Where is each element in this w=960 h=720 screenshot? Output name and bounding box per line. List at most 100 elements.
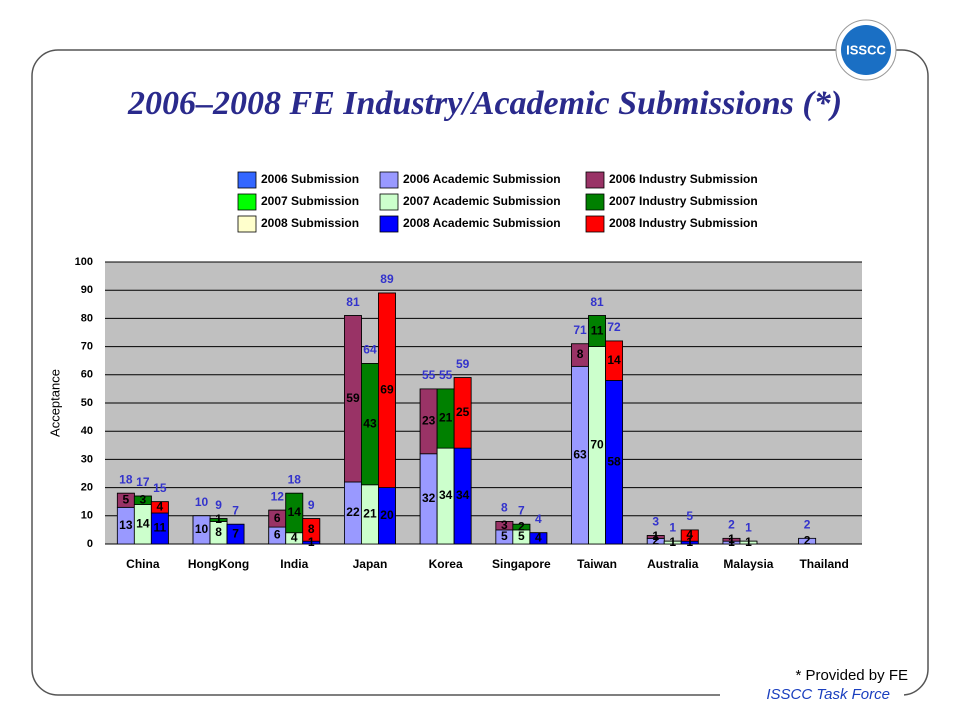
x-tick-label: Korea bbox=[429, 557, 463, 571]
legend-swatch bbox=[379, 215, 399, 233]
frame bbox=[31, 49, 929, 696]
total-label: 4 bbox=[535, 512, 542, 526]
total-label: 18 bbox=[119, 472, 133, 486]
segment-label: 34 bbox=[439, 488, 453, 502]
x-tick-label: Singapore bbox=[492, 557, 551, 571]
total-label: 1 bbox=[669, 520, 676, 534]
segment-label: 22 bbox=[346, 505, 360, 519]
total-label: 7 bbox=[232, 503, 239, 517]
segment-label: 1 bbox=[215, 512, 222, 526]
y-tick-label: 20 bbox=[81, 482, 93, 494]
legend-swatch bbox=[379, 171, 399, 189]
legend-label: 2008 Industry Submission bbox=[609, 216, 758, 230]
segment-label: 8 bbox=[215, 525, 222, 539]
y-axis-label: Acceptance bbox=[47, 369, 62, 437]
total-label: 72 bbox=[607, 320, 621, 334]
logo-text: ISSCC bbox=[846, 42, 886, 57]
segment-label: 59 bbox=[346, 391, 360, 405]
segment-label: 4 bbox=[157, 500, 164, 514]
segment-label: 5 bbox=[123, 492, 130, 506]
segment-label: 5 bbox=[518, 529, 525, 543]
total-label: 81 bbox=[590, 295, 604, 309]
segment-label: 3 bbox=[501, 518, 508, 532]
x-tick-label: India bbox=[280, 557, 308, 571]
bar-segment bbox=[150, 501, 169, 514]
legend-swatch bbox=[237, 171, 257, 189]
segment-label: 8 bbox=[308, 522, 315, 536]
total-label: 2 bbox=[804, 518, 811, 532]
bar-segment bbox=[453, 377, 472, 449]
y-tick-label: 60 bbox=[81, 369, 93, 381]
segment-label: 6 bbox=[274, 528, 281, 542]
total-label: 2 bbox=[728, 518, 735, 532]
total-label: 8 bbox=[501, 501, 508, 515]
x-tick-label: Thailand bbox=[799, 557, 848, 571]
segment-label: 69 bbox=[380, 382, 394, 396]
y-tick-label: 100 bbox=[75, 256, 93, 268]
y-tick-label: 70 bbox=[81, 341, 93, 353]
bar-segment bbox=[209, 518, 228, 522]
segment-label: 1 bbox=[669, 535, 676, 549]
segment-label: 10 bbox=[195, 522, 209, 536]
segment-label: 4 bbox=[686, 528, 693, 542]
total-label: 9 bbox=[215, 498, 222, 512]
total-label: 55 bbox=[422, 368, 436, 382]
segment-label: 11 bbox=[591, 323, 604, 337]
task-force: ISSCC Task Force bbox=[766, 686, 890, 703]
logo bbox=[841, 25, 891, 75]
segment-label: 25 bbox=[456, 405, 470, 419]
total-label: 81 bbox=[346, 295, 360, 309]
x-tick-label: China bbox=[126, 557, 160, 571]
y-tick-label: 0 bbox=[87, 538, 93, 550]
total-label: 5 bbox=[686, 509, 693, 523]
segment-label: 2 bbox=[804, 533, 811, 547]
total-label: 17 bbox=[136, 475, 150, 489]
bar-segment bbox=[739, 540, 758, 545]
bar-segment bbox=[646, 535, 665, 539]
segment-label: 13 bbox=[119, 518, 133, 532]
total-label: 7 bbox=[518, 503, 525, 517]
segment-label: 21 bbox=[363, 507, 377, 521]
segment-label: 6 bbox=[274, 511, 281, 525]
legend-swatch bbox=[237, 193, 257, 211]
legend-swatch bbox=[585, 193, 605, 211]
total-label: 10 bbox=[195, 495, 209, 509]
segment-label: 1 bbox=[652, 529, 659, 543]
x-tick-label: Japan bbox=[353, 557, 388, 571]
segment-label: 14 bbox=[136, 516, 150, 530]
segment-label: 58 bbox=[607, 454, 621, 468]
y-tick-label: 90 bbox=[81, 284, 93, 296]
legend-label: 2006 Submission bbox=[261, 172, 359, 186]
segment-label: 4 bbox=[291, 531, 298, 545]
bar-segment bbox=[680, 529, 699, 542]
segment-label: 70 bbox=[590, 437, 604, 451]
legend-swatch bbox=[585, 171, 605, 189]
task-force-box bbox=[720, 684, 904, 706]
total-label: 9 bbox=[308, 498, 315, 512]
legend-label: 2006 Industry Submission bbox=[609, 172, 758, 186]
bar-segment bbox=[722, 537, 741, 542]
total-label: 18 bbox=[288, 472, 302, 486]
total-label: 12 bbox=[271, 489, 285, 503]
bar-segment bbox=[588, 315, 606, 347]
segment-label: 32 bbox=[422, 491, 436, 505]
legend-swatch bbox=[379, 193, 399, 211]
total-label: 3 bbox=[652, 515, 659, 529]
segment-label: 7 bbox=[232, 526, 239, 540]
footnote: * Provided by FE bbox=[795, 667, 908, 684]
bar-segment bbox=[226, 523, 245, 545]
total-label: 64 bbox=[363, 343, 377, 357]
y-tick-label: 10 bbox=[81, 510, 93, 522]
segment-label: 4 bbox=[535, 531, 542, 545]
chart-title: 2006–2008 FE Industry/Academic Submissio… bbox=[127, 85, 842, 122]
segment-label: 5 bbox=[501, 529, 508, 543]
total-label: 55 bbox=[439, 368, 453, 382]
bar-segment bbox=[378, 292, 396, 488]
y-tick-label: 40 bbox=[81, 425, 93, 437]
bar-segment bbox=[133, 495, 152, 505]
total-label: 89 bbox=[380, 272, 394, 286]
segment-label: 34 bbox=[456, 488, 470, 502]
segment-label: 23 bbox=[422, 414, 436, 428]
segment-label: 43 bbox=[363, 416, 377, 430]
bar-segment bbox=[605, 340, 623, 381]
